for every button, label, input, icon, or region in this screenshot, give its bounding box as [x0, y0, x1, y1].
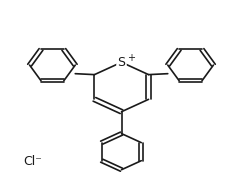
Text: +: +	[127, 52, 135, 63]
Text: S: S	[118, 56, 125, 69]
Text: Cl⁻: Cl⁻	[23, 155, 42, 168]
